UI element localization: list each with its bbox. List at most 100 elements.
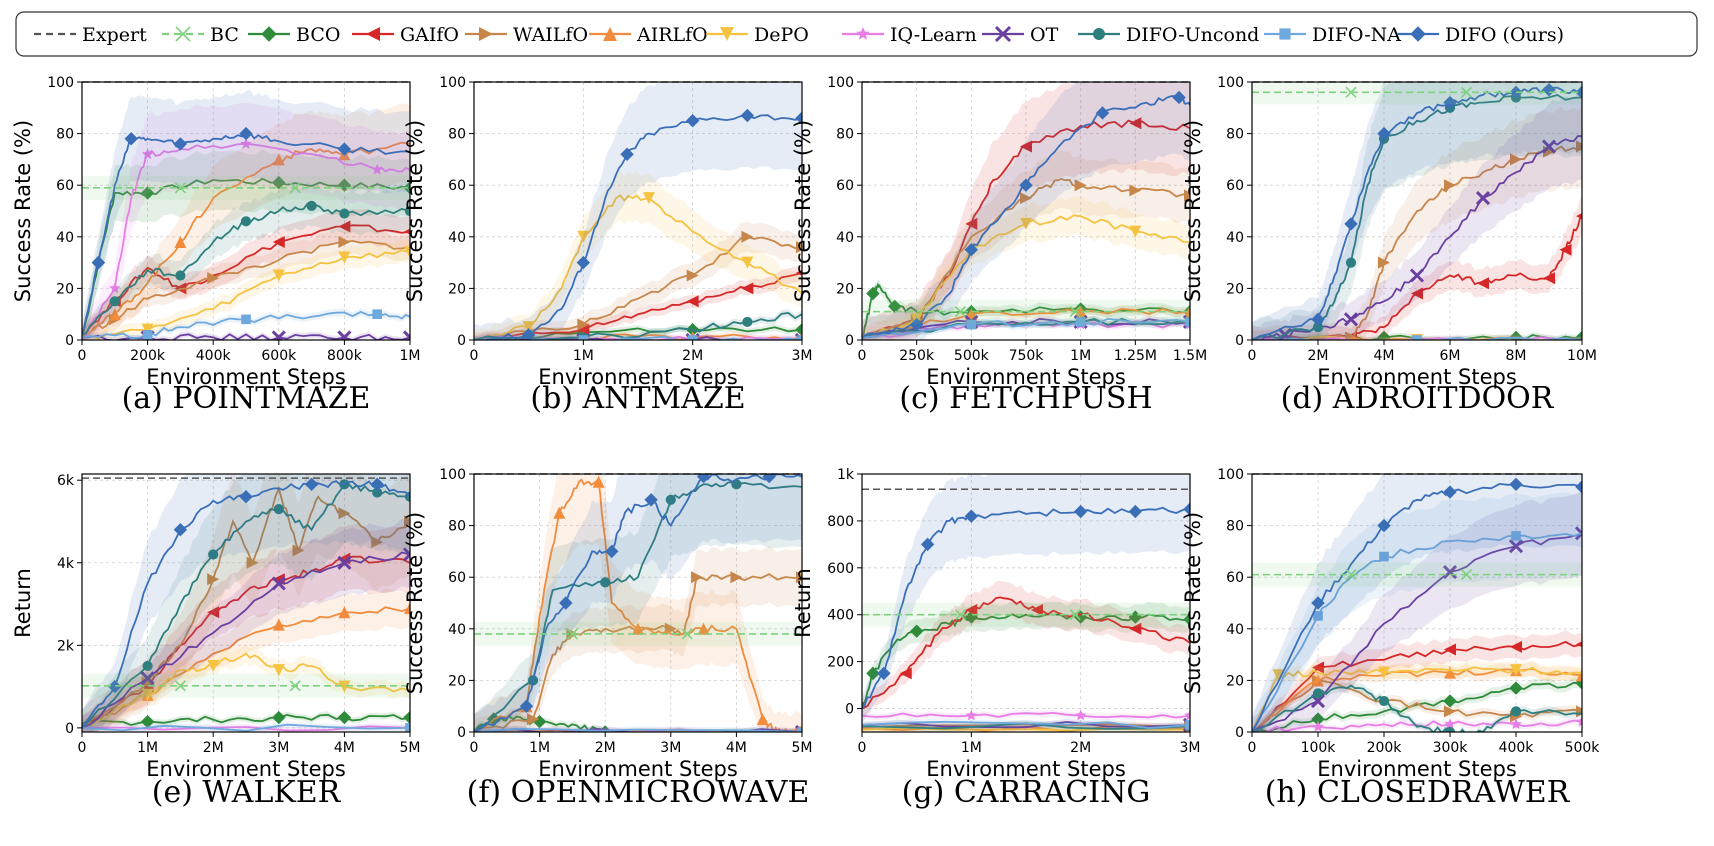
data-point-ot <box>402 330 410 340</box>
panel-h: 0 100k 200k 300k 400k 500k 0 20 40 60 80 100 Environ… <box>1181 467 1601 810</box>
y-tick-label: 40 <box>836 230 854 246</box>
x-tick-label: 6M <box>1440 348 1461 364</box>
y-tick-label: 60 <box>56 178 74 194</box>
legend-marker <box>175 26 191 42</box>
y-tick-label: 200 <box>827 655 854 671</box>
bc-band <box>82 673 410 698</box>
data-point-difo-ours- <box>1443 485 1457 499</box>
series-line-difo-ours- <box>1252 482 1582 732</box>
x-tick-label: 3M <box>660 740 681 756</box>
legend-label: OT <box>1030 24 1059 46</box>
data-point-difo-na <box>405 723 410 732</box>
data-point-wailfo <box>741 230 754 243</box>
data-point-difo-ours- <box>1128 504 1143 519</box>
data-point-airlfo <box>1312 674 1324 687</box>
y-tick-label: 20 <box>836 281 854 297</box>
data-point-difo-ours- <box>576 255 591 270</box>
y-tick-label: 6k <box>57 473 75 489</box>
data-point-wailfo <box>796 571 802 584</box>
data-point-ot <box>1508 539 1524 554</box>
data-point-difo-ours- <box>1095 106 1110 120</box>
y-tick-label: 0 <box>845 333 854 349</box>
data-point-bco <box>909 624 924 638</box>
plot-area <box>862 474 1190 732</box>
data-point-difo-na <box>797 335 802 340</box>
data-point-difo-uncond <box>1378 695 1390 707</box>
x-axis-label: Environment Steps <box>926 757 1126 781</box>
band-difo-na <box>862 315 1190 340</box>
panel-caption: (h) CLOSEDRAWER <box>1265 775 1571 810</box>
data-point-difo-na <box>1185 317 1190 327</box>
band-gaifo <box>82 209 410 340</box>
data-point-difo-uncond <box>273 503 284 515</box>
data-point-wailfo <box>207 573 220 586</box>
data-point-difo-ours- <box>337 142 352 156</box>
data-point-difo-ours- <box>108 679 122 694</box>
series-line-airlfo <box>82 141 410 337</box>
y-tick-label: 0 <box>1235 725 1244 741</box>
y-tick-label: 100 <box>827 75 854 91</box>
data-point-depo <box>522 321 535 334</box>
series-line-bco <box>82 713 410 727</box>
legend-item-iq-learn: IQ-Learn <box>842 24 977 46</box>
data-point-depo <box>1510 664 1522 677</box>
data-point-gaifo <box>577 323 590 336</box>
series-line-depo <box>82 249 410 340</box>
band-ot <box>1252 491 1582 732</box>
x-tick-label: 2M <box>203 740 224 756</box>
panel-a: 0 200k 400k 600k 800k 1M 0 20 40 60 80 100 Environme… <box>11 75 421 416</box>
y-axis-label: Return <box>791 568 815 638</box>
legend-item-difo-na: DIFO-NA <box>1264 24 1401 46</box>
legend-marker <box>720 27 734 41</box>
band-airlfo <box>82 103 410 340</box>
axes-frame <box>81 81 411 341</box>
band-difo-uncond <box>82 182 410 340</box>
band-difo-uncond <box>82 474 410 732</box>
data-point-iq-learn <box>1075 709 1087 721</box>
data-point-depo <box>1378 666 1390 679</box>
y-tick-label: 60 <box>1226 570 1244 586</box>
panel-e: 0 1M 2M 3M 4M 5M 0 2k 4k 6k Environment Steps Retur… <box>11 473 421 810</box>
x-tick-label: 1M <box>529 740 550 756</box>
band-ot <box>82 518 410 732</box>
data-point-difo-ours- <box>1575 85 1582 100</box>
data-point-iq-learn <box>1576 715 1582 727</box>
y-tick-label: 20 <box>1226 281 1244 297</box>
legend-marker <box>856 27 870 40</box>
band-difo-uncond <box>474 309 802 340</box>
data-point-airlfo <box>697 622 710 635</box>
data-point-difo-ours- <box>1575 480 1582 494</box>
x-tick-label: 3M <box>268 740 289 756</box>
y-tick-label: 80 <box>1226 127 1244 143</box>
x-tick-label: 500k <box>954 348 990 364</box>
y-axis-label: Success Rate (%) <box>11 120 35 302</box>
data-point-difo-uncond <box>1312 322 1324 333</box>
y-tick-label: 60 <box>448 570 466 586</box>
data-point-gaifo <box>1576 213 1582 220</box>
x-tick-label: 500k <box>1565 740 1601 756</box>
data-point-gaifo <box>1543 272 1555 285</box>
legend-label: BCO <box>296 24 340 46</box>
legend-item-gaifo: GAIfO <box>352 24 459 46</box>
data-point-wailfo <box>246 556 259 569</box>
data-point-difo-ours- <box>173 137 188 151</box>
y-axis-label: Return <box>11 568 35 638</box>
data-point-ot <box>140 671 155 686</box>
data-point-wailfo <box>338 235 351 248</box>
legend-item-difo-uncond: DIFO-Uncond <box>1078 24 1259 46</box>
legend-marker <box>1410 26 1426 42</box>
data-point-gaifo <box>965 604 978 617</box>
plot-area <box>82 474 410 732</box>
band-difo-ours- <box>862 474 1190 723</box>
data-point-difo-ours- <box>1172 90 1186 105</box>
data-point-difo-uncond <box>404 205 410 217</box>
x-tick-label: 0 <box>78 348 87 364</box>
data-point-difo-ours- <box>795 111 802 125</box>
x-axis-label: Environment Steps <box>146 757 346 781</box>
data-point-wailfo <box>1510 153 1522 166</box>
plot-area <box>474 474 802 732</box>
data-point-difo-ours- <box>1344 217 1358 231</box>
data-point-difo-na <box>1075 317 1086 327</box>
data-point-difo-ours- <box>370 477 384 492</box>
